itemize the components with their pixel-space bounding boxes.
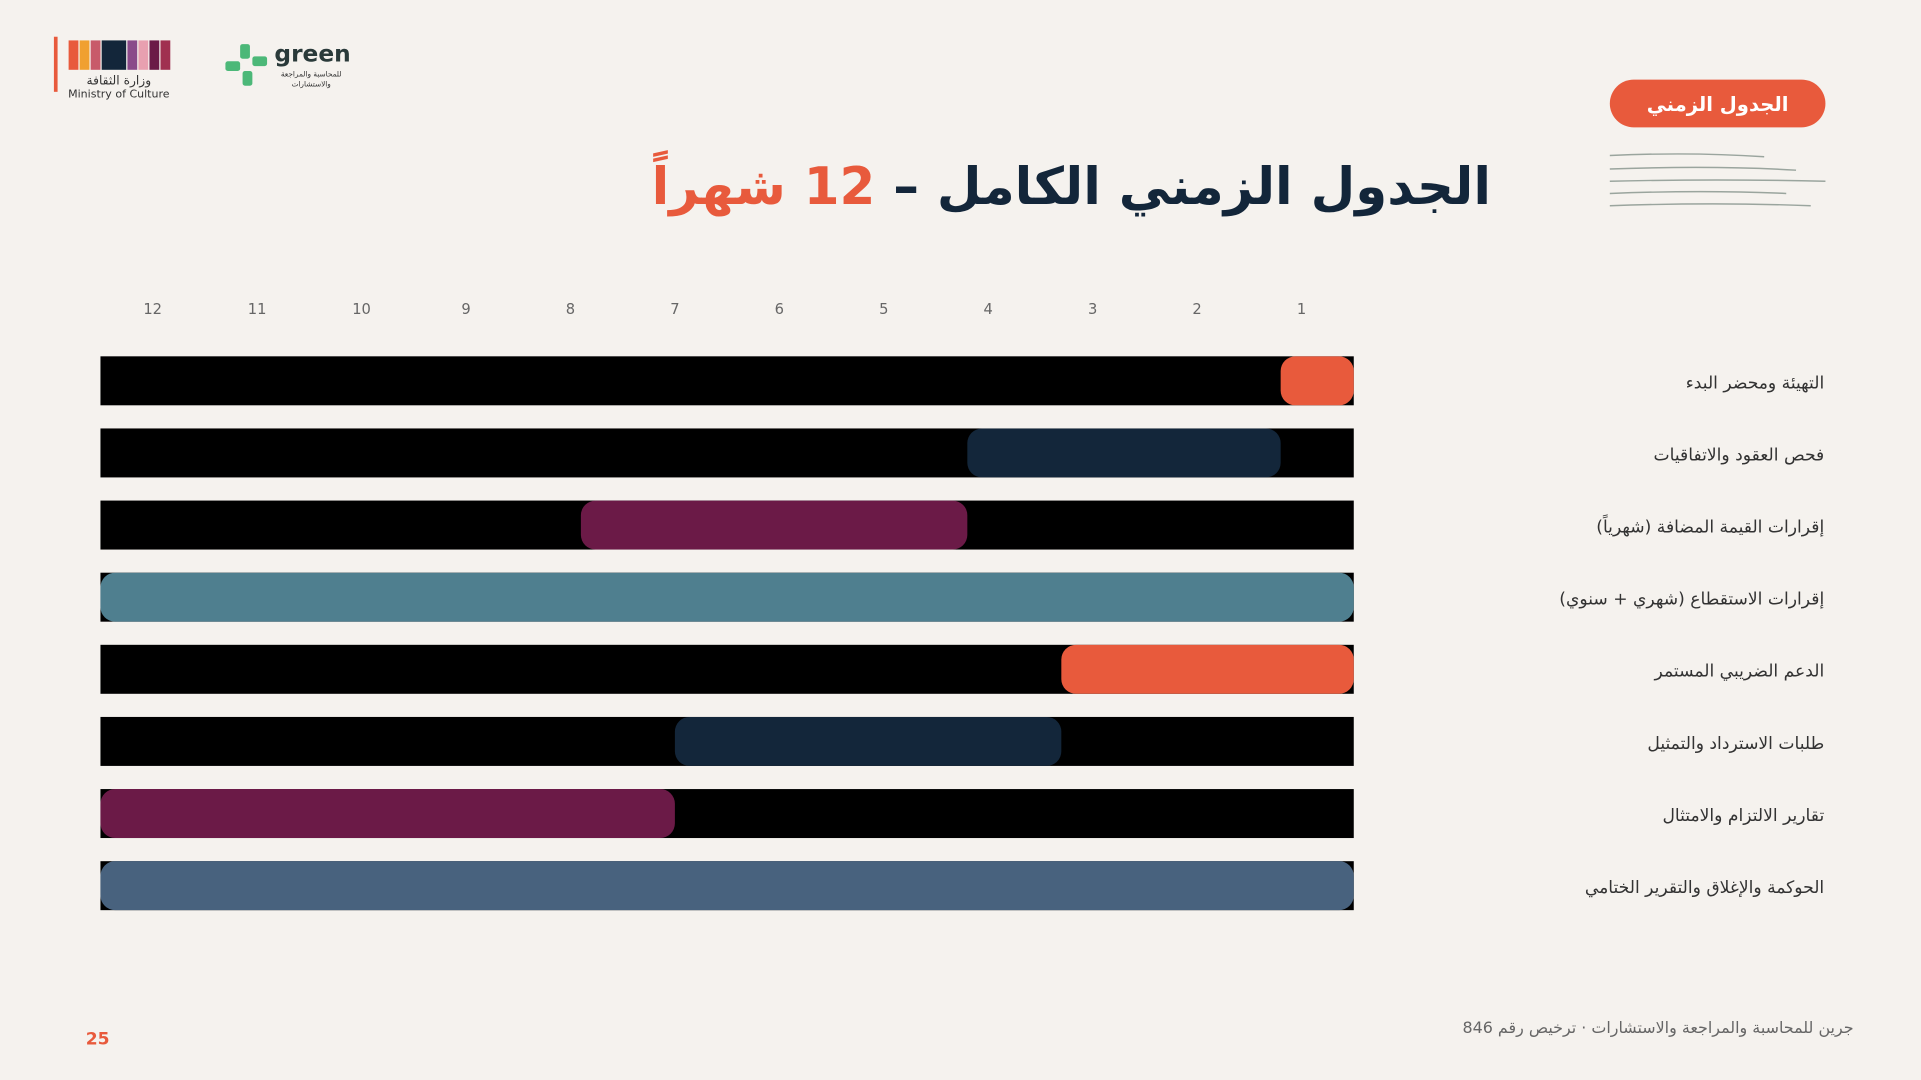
x-tick-label: 10	[352, 301, 371, 318]
ministry-logo	[68, 40, 171, 70]
x-tick-label: 6	[775, 301, 784, 318]
bar	[100, 789, 675, 839]
x-tick-label: 11	[248, 301, 267, 318]
green-logo-icon	[225, 44, 268, 86]
x-tick-label: 12	[143, 301, 162, 318]
chart-title: الجدول الزمني الكامل – 12 شهراً	[652, 150, 1491, 217]
brand-sub: والاستشارات	[291, 79, 330, 88]
x-tick-label: 5	[879, 301, 888, 318]
row-label: الدعم الضريبي المستمر	[1654, 662, 1825, 682]
brand-name: green	[274, 41, 350, 68]
bar	[967, 428, 1281, 478]
row-label: إقرارات الاستقطاع (شهري + سنوي)	[1559, 590, 1824, 610]
badge-text: الجدول الزمني	[1647, 93, 1789, 116]
x-tick-label: 4	[984, 301, 993, 318]
x-tick-label: 1	[1297, 301, 1306, 318]
page-number: 25	[86, 1030, 110, 1050]
bar	[100, 861, 1354, 911]
bar	[100, 572, 1354, 622]
row-label: الحوكمة والإغلاق والتقرير الختامي	[1585, 878, 1824, 898]
bar	[1061, 644, 1354, 694]
badge	[1609, 79, 1826, 128]
bar	[580, 500, 968, 550]
track	[100, 356, 1354, 406]
x-tick-label: 9	[461, 301, 470, 318]
row-label: تقارير الالتزام والامتثال	[1662, 806, 1824, 826]
x-tick-label: 2	[1192, 301, 1201, 318]
logo-bar	[53, 36, 58, 92]
bar	[674, 716, 1062, 766]
bar	[1280, 356, 1354, 406]
row-label: طلبات الاسترداد والتمثيل	[1647, 734, 1824, 754]
x-tick-label: 8	[566, 301, 575, 318]
row-label: إقرارات القيمة المضافة (شهرياً)	[1596, 514, 1824, 538]
title-main: الجدول الزمني الكامل –	[875, 157, 1491, 217]
footer-text: جرين للمحاسبة والمراجعة والاستشارات · تر…	[1462, 1018, 1853, 1038]
row-label: فحص العقود والاتفاقيات	[1654, 445, 1825, 465]
x-tick-label: 3	[1088, 301, 1097, 318]
title-highlight: 12 شهراً	[652, 150, 876, 217]
ministry-ar: وزارة الثقافة	[87, 73, 152, 88]
ministry-en: Ministry of Culture	[68, 87, 170, 100]
brand-sub: للمحاسبة والمراجعة	[281, 70, 342, 79]
x-tick-label: 7	[670, 301, 679, 318]
decor-lines	[1609, 153, 1826, 207]
row-label: التهيئة ومحضر البدء	[1686, 373, 1824, 393]
